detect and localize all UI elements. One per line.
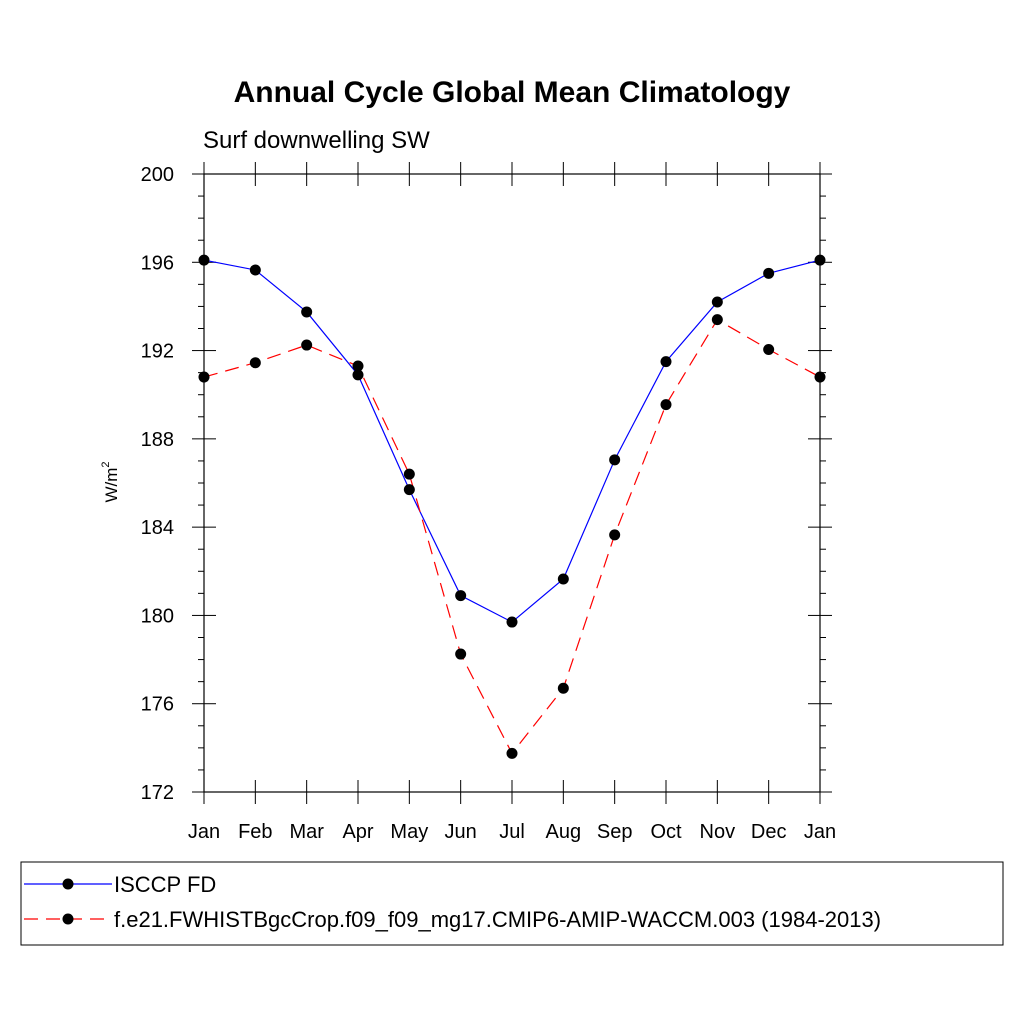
data-point-isccp-fd — [249, 264, 261, 276]
x-tick-label: Jul — [499, 821, 525, 843]
data-point-isccp-fd — [660, 356, 672, 368]
legend-box — [20, 861, 1004, 946]
legend: ISCCP FD f.e21.FWHISTBgcCrop.f09_f09_mg17… — [20, 861, 1004, 946]
y-tick-label: 176 — [141, 694, 174, 716]
x-tick-label: Jun — [445, 821, 477, 843]
y-tick-label: 180 — [141, 605, 174, 627]
y-axis-label: W/m2 — [100, 461, 121, 502]
y-axis-label-text: W/m — [102, 468, 121, 503]
y-tick-label: 172 — [141, 782, 174, 804]
x-tick-label: Aug — [546, 821, 582, 843]
data-point-model — [660, 399, 672, 411]
data-point-isccp-fd — [301, 306, 313, 318]
data-point-isccp-fd — [711, 296, 723, 308]
chart-subtitle: Surf downwelling SW — [203, 127, 430, 154]
y-tick-label: 184 — [141, 517, 174, 539]
series-line-model — [203, 318, 821, 755]
axis-ticks — [192, 162, 832, 804]
x-tick-label: Feb — [238, 821, 272, 843]
svg-text:W/m2: W/m2 — [100, 461, 121, 502]
x-tick-label: May — [390, 821, 428, 843]
data-point-model — [301, 339, 313, 351]
x-tick-label: Mar — [289, 821, 324, 843]
data-point-model — [455, 648, 467, 660]
y-axis-label-superscript: 2 — [100, 461, 112, 467]
data-point-model — [403, 468, 415, 480]
data-point-model — [763, 343, 775, 355]
x-tick-label: Apr — [342, 821, 373, 843]
data-point-isccp-fd — [609, 454, 621, 466]
x-tick-label: Jan — [804, 821, 836, 843]
data-point-model — [711, 314, 723, 326]
data-point-model — [557, 682, 569, 694]
y-tick-label: 200 — [141, 164, 174, 186]
series-layer — [198, 254, 826, 759]
data-point-model — [506, 747, 518, 759]
x-tick-label: Jan — [188, 821, 220, 843]
legend-marker-model — [62, 913, 74, 925]
x-tick-label: Oct — [650, 821, 682, 843]
legend-label-model: f.e21.FWHISTBgcCrop.f09_f09_mg17.CMIP6-A… — [114, 907, 881, 932]
data-point-isccp-fd — [763, 267, 775, 279]
data-point-isccp-fd — [557, 573, 569, 585]
x-tick-label: Nov — [700, 821, 736, 843]
plot-frame — [203, 173, 821, 793]
chart-title: Annual Cycle Global Mean Climatology — [234, 76, 791, 109]
data-point-model — [609, 529, 621, 541]
x-tick-label: Dec — [751, 821, 787, 843]
legend-label-isccp-fd: ISCCP FD — [114, 872, 216, 897]
data-point-model — [249, 357, 261, 369]
data-point-isccp-fd — [455, 590, 467, 602]
data-point-isccp-fd — [506, 616, 518, 628]
data-point-model — [352, 360, 364, 372]
data-point-isccp-fd — [403, 484, 415, 496]
x-tick-label: Sep — [597, 821, 633, 843]
series-line-isccp-fd — [203, 259, 821, 623]
y-tick-label: 188 — [141, 429, 174, 451]
data-point-isccp-fd — [352, 369, 364, 381]
tick-labels: 172 176 180 184 188 192 196 200 Jan Feb Mar Apr May J… — [141, 164, 837, 843]
legend-marker-isccp-fd — [62, 878, 74, 890]
y-tick-label: 192 — [141, 341, 174, 363]
y-tick-label: 196 — [141, 252, 174, 274]
